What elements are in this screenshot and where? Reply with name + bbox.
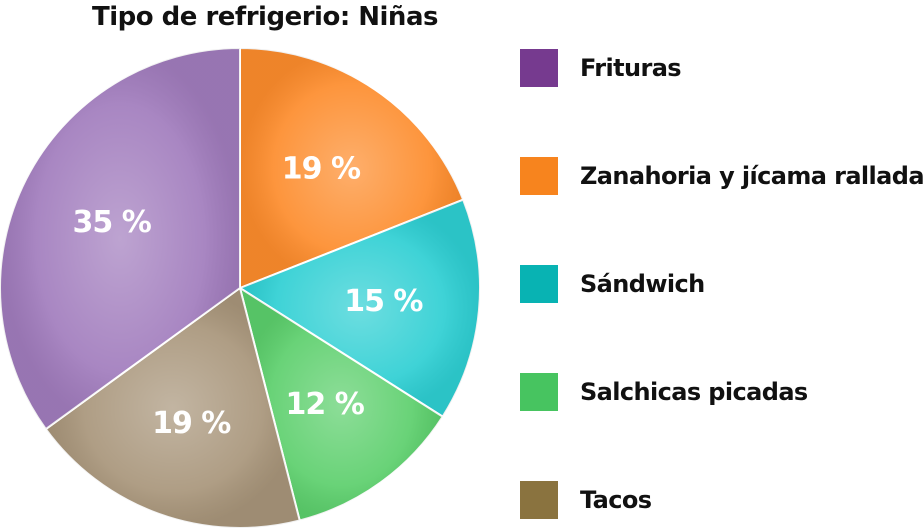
- legend-label: Tacos: [580, 486, 652, 514]
- legend-item-salchicas-picadas: Salchicas picadas: [520, 370, 808, 414]
- legend-swatch: [520, 49, 558, 87]
- legend-label: Frituras: [580, 54, 682, 82]
- slice-value-label-zanahoria-y-jicama-rallada: 19 %: [282, 151, 361, 186]
- legend-label: Sándwich: [580, 270, 705, 298]
- slice-value-label-tacos: 19 %: [152, 406, 231, 441]
- legend-swatch: [520, 265, 558, 303]
- legend-item-tacos: Tacos: [520, 478, 652, 522]
- pie-slice-shading: [240, 199, 480, 417]
- pie-value-labels: 19 % 15 % 12 % 19 % 35 %: [73, 151, 425, 441]
- slice-value-label-salchicas-picadas: 12 %: [286, 387, 365, 422]
- pie-slices: [0, 46, 481, 528]
- legend-label: Salchicas picadas: [580, 378, 808, 406]
- pie-slice-shading: [240, 288, 443, 521]
- legend-item-frituras: Frituras: [520, 46, 682, 90]
- legend-swatch: [520, 481, 558, 519]
- legend-swatch: [520, 157, 558, 195]
- pie-slice-shading: [240, 48, 464, 288]
- legend-item-sandwich: Sándwich: [520, 262, 705, 306]
- pie-slice-shading: [45, 288, 300, 528]
- legend-label: Zanahoria y jícama rallada: [580, 162, 923, 190]
- chart-title: Tipo de refrigerio: Niñas: [92, 2, 438, 32]
- slice-value-label-frituras: 35 %: [73, 205, 152, 240]
- pie-slice-shading: [0, 48, 240, 430]
- legend-swatch: [520, 373, 558, 411]
- legend-item-zanahoria-y-jicama-rallada: Zanahoria y jícama rallada: [520, 154, 923, 198]
- slice-value-label-sandwich: 15 %: [344, 284, 423, 319]
